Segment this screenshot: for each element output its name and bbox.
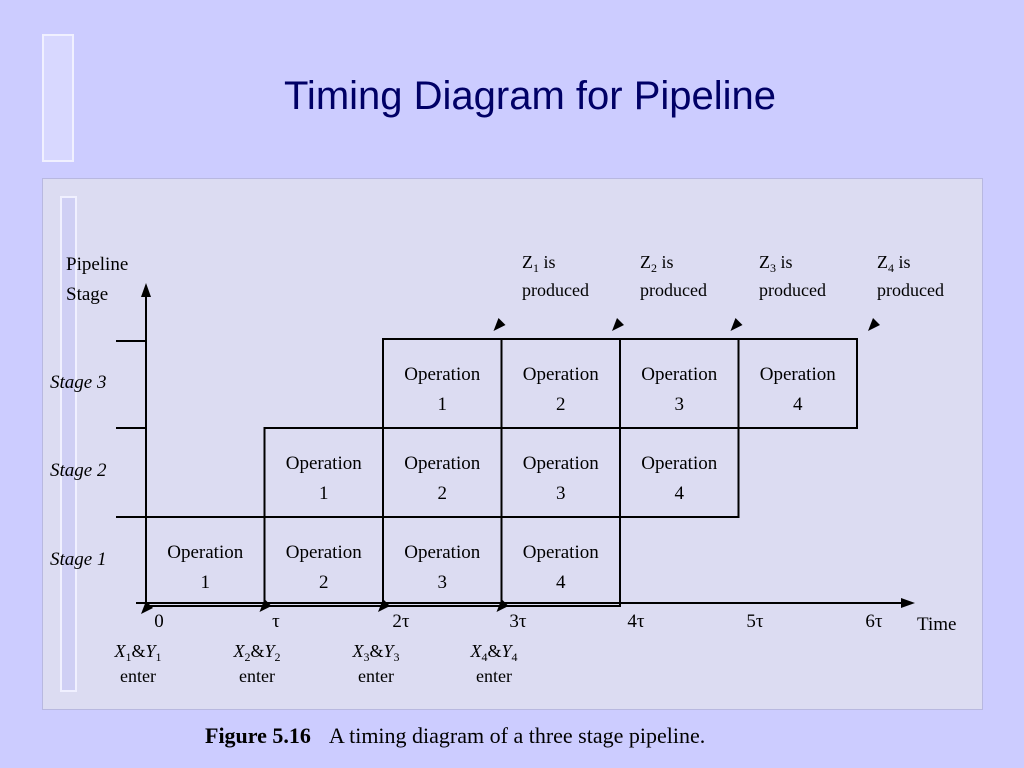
operation-label: Operation: [404, 453, 480, 474]
operation-number: 1: [201, 572, 211, 593]
operation-label: Operation: [523, 542, 599, 563]
time-tick-label: 5τ: [746, 611, 764, 632]
x-axis-arrow: [901, 598, 915, 608]
time-tick-label: τ: [272, 611, 280, 632]
operation-number: 1: [319, 483, 329, 504]
time-tick-label: 0: [154, 611, 164, 632]
input-label-2: X2&Y2: [232, 641, 280, 664]
operation-number: 2: [556, 394, 566, 415]
operation-label: Operation: [167, 542, 243, 563]
output-produced-label-4: produced: [877, 280, 944, 300]
stage-label-1: Stage 1: [50, 549, 106, 570]
time-tick-label: 2τ: [392, 611, 410, 632]
output-arrow-3: [730, 318, 743, 331]
operation-label: Operation: [641, 364, 717, 385]
output-label-3: Z3 is: [759, 252, 793, 275]
operation-label: Operation: [523, 453, 599, 474]
time-tick-label: 6τ: [865, 611, 883, 632]
input-enter-label-1: enter: [120, 666, 156, 686]
output-label-2: Z2 is: [640, 252, 674, 275]
operation-label: Operation: [641, 453, 717, 474]
figure-caption-label: Figure 5.16: [205, 723, 311, 748]
output-arrow-4: [868, 318, 880, 331]
time-tick-label: 3τ: [509, 611, 527, 632]
operation-label: Operation: [286, 453, 362, 474]
decorative-bar-figure: [60, 196, 77, 692]
operation-number: 4: [556, 572, 566, 593]
y-axis-label-line2: Stage: [66, 284, 108, 305]
input-arrow: [259, 599, 272, 612]
stage-label-3: Stage 3: [50, 372, 106, 393]
output-produced-label-3: produced: [759, 280, 826, 300]
stage-label-2: Stage 2: [50, 460, 107, 481]
y-axis-arrow: [141, 283, 151, 297]
operation-number: 1: [438, 394, 448, 415]
x-axis-label: Time: [917, 614, 956, 635]
operation-number: 2: [438, 483, 448, 504]
figure-caption: Figure 5.16 A timing diagram of a three s…: [205, 723, 705, 749]
y-axis-label-line1: Pipeline: [66, 254, 128, 275]
operation-label: Operation: [286, 542, 362, 563]
output-label-4: Z4 is: [877, 252, 911, 275]
input-arrow: [496, 599, 509, 612]
slide-title: Timing Diagram for Pipeline: [283, 74, 777, 118]
input-enter-label-2: enter: [239, 666, 275, 686]
output-produced-label-2: produced: [640, 280, 707, 300]
input-arrow: [141, 601, 153, 614]
operation-number: 4: [793, 394, 803, 415]
output-label-1: Z1 is: [522, 252, 556, 275]
input-label-1: X1&Y1: [113, 641, 161, 664]
operation-label: Operation: [404, 542, 480, 563]
figure-panel: [42, 178, 983, 710]
output-arrow-1: [493, 318, 506, 331]
output-produced-label-1: produced: [522, 280, 589, 300]
input-arrow: [378, 599, 390, 612]
input-enter-label-3: enter: [358, 666, 394, 686]
operation-label: Operation: [760, 364, 836, 385]
figure-caption-text: A timing diagram of a three stage pipeli…: [328, 723, 706, 748]
operation-box: [737, 338, 858, 429]
operation-number: 2: [319, 572, 329, 593]
operation-label: Operation: [404, 364, 480, 385]
operation-number: 3: [556, 483, 566, 504]
input-enter-label-4: enter: [476, 666, 512, 686]
decorative-bar-title: [42, 34, 74, 162]
operation-label: Operation: [523, 364, 599, 385]
time-tick-label: 4τ: [627, 611, 645, 632]
output-arrow-2: [612, 318, 624, 331]
input-label-3: X3&Y3: [351, 641, 399, 664]
operation-number: 4: [675, 483, 685, 504]
operation-number: 3: [438, 572, 448, 593]
input-label-4: X4&Y4: [469, 641, 517, 664]
operation-number: 3: [675, 394, 685, 415]
